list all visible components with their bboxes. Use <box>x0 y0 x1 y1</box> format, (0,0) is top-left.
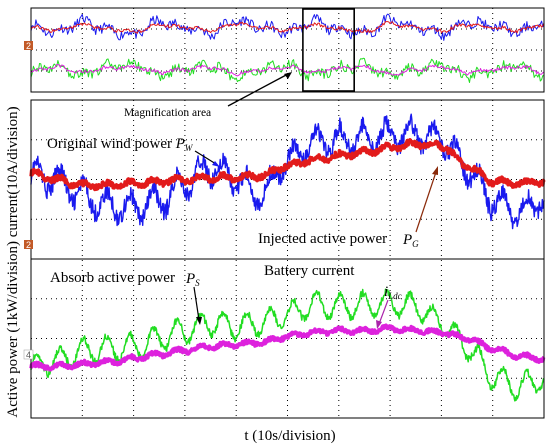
overview-wind-line <box>30 13 545 41</box>
absorb-arrow <box>193 286 200 321</box>
channel-marker-label: 2 <box>26 41 31 51</box>
power-injected-line <box>29 138 546 192</box>
battery-label: Battery current <box>264 263 355 279</box>
overview-battery-line <box>30 64 545 77</box>
wind-arrow <box>194 150 217 165</box>
pg-symbol-main: P <box>402 232 412 248</box>
channel-marker-bg <box>23 349 34 360</box>
channel-marker: 2 <box>24 240 33 250</box>
wind-arrowhead <box>212 161 220 167</box>
channel-marker-bg <box>24 41 33 50</box>
magnified-panel <box>29 99 546 419</box>
magnification-box <box>302 8 355 92</box>
il-symbol-sub: Ldc <box>387 291 402 301</box>
wind-symbol-sub: W <box>185 143 194 153</box>
magnification-arrowhead <box>284 72 292 79</box>
channel-marker: 2 <box>24 41 33 51</box>
pg-symbol-sub: G <box>412 239 419 249</box>
battery-arrowhead <box>376 320 382 329</box>
pg-symbol: PG <box>402 232 419 249</box>
channel-marker-label: 2 <box>26 240 31 250</box>
il-symbol: iLdc <box>384 284 402 301</box>
magnification-arrow <box>227 73 289 107</box>
magnification-label: Magnification area <box>124 107 211 119</box>
y-axis-label: Active power (1kW/division) current(10A/… <box>5 106 21 417</box>
ps-symbol-main: P <box>185 271 195 287</box>
overview-absorb-line <box>30 57 545 83</box>
injected-label: Injected active power <box>258 231 387 247</box>
injected-arrowhead <box>432 166 438 175</box>
x-axis-label: t (10s/division) <box>244 428 335 444</box>
overview-traces <box>30 13 545 83</box>
wind-label-text: Original wind power <box>47 136 172 152</box>
wind-label: Original wind power PW <box>47 136 194 153</box>
overview-injected-line <box>30 21 545 34</box>
ps-symbol: PS <box>185 271 200 288</box>
power-wind-line <box>30 113 545 230</box>
wind-symbol: P <box>175 136 185 152</box>
channel-marker-label: 4 <box>26 350 31 360</box>
absorb-label: Absorb active power <box>50 270 175 286</box>
il-symbol-main: i <box>384 284 388 300</box>
storage-battery-line <box>29 323 546 372</box>
channel-marker-bg <box>24 240 33 249</box>
absorb-arrowhead <box>196 317 202 325</box>
storage-absorb-line <box>30 288 545 402</box>
battery-arrow <box>378 299 389 325</box>
channel-marker: 4 <box>23 349 34 360</box>
magnified-traces <box>29 113 546 402</box>
ps-symbol-sub: S <box>195 278 200 288</box>
injected-arrow <box>415 171 437 233</box>
